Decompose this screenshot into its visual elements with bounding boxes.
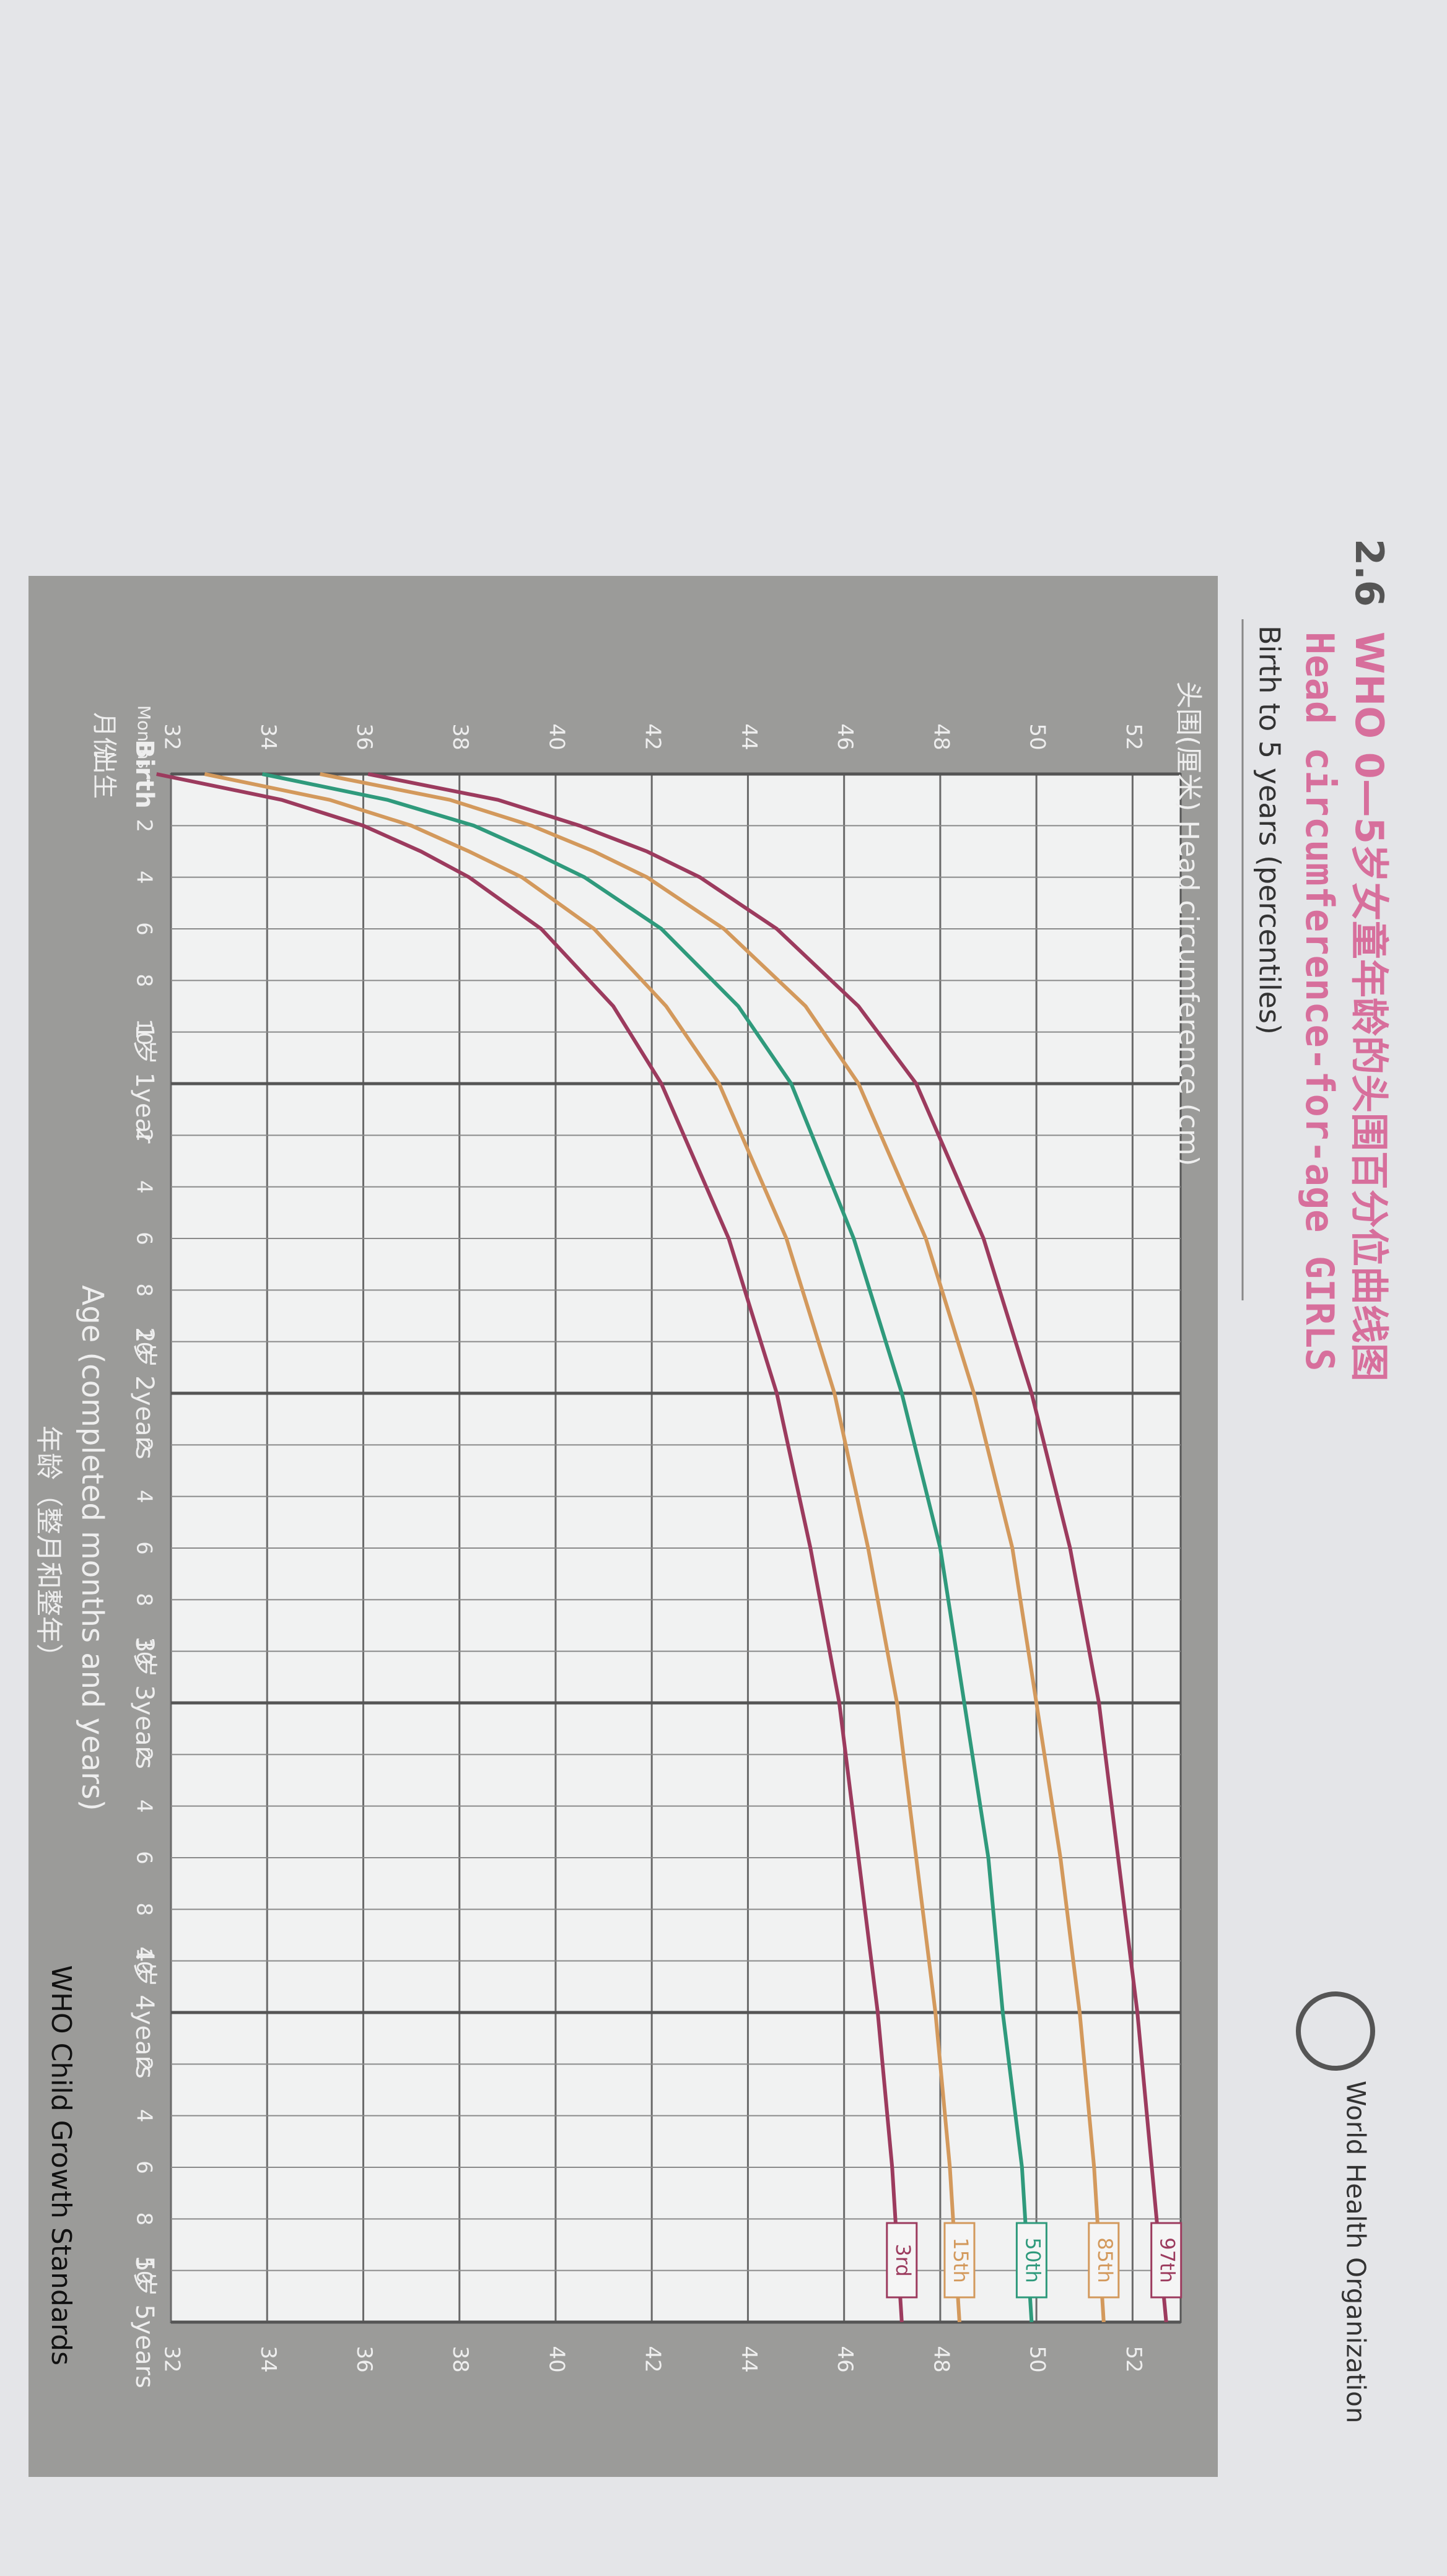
x-tick-label: 4: [132, 871, 157, 884]
legend-label: 50th: [1021, 2237, 1044, 2283]
x-axis-label-zh: 年龄（整月和整年）: [33, 1425, 64, 1671]
x-tick-label: 6: [132, 2160, 157, 2174]
x-tick-label: 4: [132, 1799, 157, 1813]
legend-label: 3rd: [891, 2243, 915, 2276]
x-tick-label: 2: [132, 1748, 157, 1762]
x-tick-label: 2: [132, 1438, 157, 1452]
x-tick-label: 8: [132, 1593, 157, 1607]
chart-subtitle: Head circumference-for-age GIRLS: [1297, 632, 1342, 1371]
organization: World Health Organization: [1341, 2081, 1371, 2424]
x-tick-label: 2: [132, 2058, 157, 2071]
legend-box: [886, 2222, 918, 2299]
x-tick-label: 10: [132, 1947, 157, 1974]
legend-box: [1150, 2222, 1183, 2299]
y-tick-label: 40: [544, 2346, 569, 2372]
birth-label-zh: 出生: [90, 749, 118, 799]
legend-box: [943, 2222, 976, 2299]
x-tick-label: 4岁 4years: [130, 1946, 159, 2079]
x-tick-label: 10: [132, 1638, 157, 1664]
y-tick-label: 48: [929, 723, 953, 750]
x-tick-label: 3岁 3years: [130, 1637, 159, 1769]
legend-box: [1015, 2222, 1047, 2299]
section-number: 2.6: [1347, 539, 1392, 607]
y-tick-label: 50: [1025, 723, 1050, 750]
x-tick-label: Birth: [130, 739, 159, 809]
y-tick-label: 44: [737, 2346, 761, 2372]
x-tick-label: 6: [132, 1851, 157, 1865]
chart-title: WHO 0—5岁女童年龄的头围百分位曲线图: [1347, 632, 1392, 1382]
y-tick-label: 40: [544, 723, 569, 750]
y-tick-label: 42: [640, 2346, 665, 2372]
who-logo: [1296, 1991, 1375, 2071]
x-tick-label: 6: [132, 1541, 157, 1555]
x-tick-label: 8: [132, 1903, 157, 1917]
x-tick-label: 4: [132, 1490, 157, 1503]
x-tick-label: 2: [132, 819, 157, 833]
legend-label: 15th: [949, 2237, 973, 2283]
y-tick-label: 44: [737, 723, 761, 750]
x-tick-label: 6: [132, 922, 157, 936]
x-tick-label: 1岁 1year: [130, 1024, 159, 1144]
percentile-curve: [204, 772, 961, 2323]
x-tick-label: 8: [132, 2213, 157, 2226]
x-tick-label: 10: [132, 2257, 157, 2284]
y-tick-label: 36: [352, 723, 377, 750]
months-label: Months: [134, 705, 154, 768]
percentile-curve: [320, 772, 1106, 2323]
y-tick-label: 46: [833, 2346, 857, 2372]
x-tick-label: 4: [132, 2109, 157, 2123]
x-tick-label: 10: [132, 1019, 157, 1045]
y-tick-label: 38: [448, 2346, 473, 2372]
footer: WHO Child Growth Standards: [45, 1965, 77, 2365]
percentile-curve: [156, 772, 904, 2323]
y-axis-label: 头围(厘米) Head circumference (cm): [1173, 681, 1204, 1166]
y-tick-label: 48: [929, 2346, 953, 2372]
y-tick-label: 32: [160, 2346, 185, 2372]
y-tick-label: 50: [1025, 2346, 1050, 2372]
x-axis-label: Age (completed months and years): [75, 1285, 110, 1811]
y-tick-label: 46: [833, 723, 857, 750]
y-tick-label: 32: [160, 723, 185, 750]
legend-label: 97th: [1156, 2237, 1179, 2283]
chart-caption: Birth to 5 years (percentiles): [1253, 625, 1287, 1035]
legend-label: 85th: [1093, 2237, 1117, 2283]
y-tick-label: 42: [640, 723, 665, 750]
x-tick-label: 2岁 2years: [130, 1327, 159, 1460]
y-tick-label: 38: [448, 723, 473, 750]
legend-box: [1088, 2222, 1120, 2299]
x-tick-label: 2: [132, 1129, 157, 1142]
y-tick-label: 52: [1121, 2346, 1146, 2372]
x-tick-label: 10: [132, 1328, 157, 1355]
y-tick-label: 34: [256, 723, 281, 750]
percentile-curve: [367, 772, 1168, 2323]
x-tick-label: 8: [132, 1284, 157, 1297]
x-tick-label: 5岁 5years: [130, 2256, 159, 2388]
x-tick-label: 6: [132, 1232, 157, 1245]
months-label-zh: 月份: [90, 712, 118, 762]
x-tick-label: 4: [132, 1180, 157, 1194]
y-tick-label: 34: [256, 2346, 281, 2372]
x-tick-label: 8: [132, 974, 157, 988]
y-tick-label: 52: [1121, 723, 1146, 750]
percentile-curve: [261, 772, 1034, 2323]
y-tick-label: 36: [352, 2346, 377, 2372]
